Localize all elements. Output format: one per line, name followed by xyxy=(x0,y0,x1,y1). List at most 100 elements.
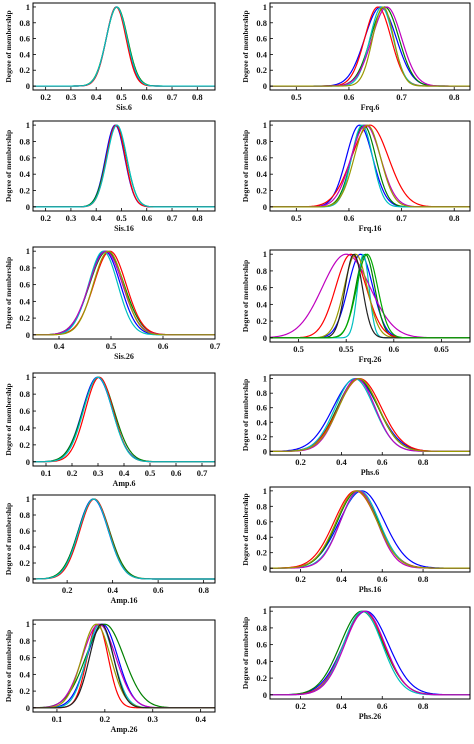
membership-curve-4 xyxy=(33,124,215,208)
plot-frame xyxy=(269,249,471,343)
membership-curve-5 xyxy=(33,250,215,336)
panel-sis-26: 0.4 0.5 0.6 0.7 0 0.2 0.4 0.6 0.8 1 Sis.26 Degree o… xyxy=(4,246,221,361)
y-tick-label: 0 xyxy=(26,202,30,212)
curves xyxy=(33,250,215,336)
membership-curve-1 xyxy=(33,6,215,87)
x-tick-label: 0.55 xyxy=(339,344,354,354)
plot-frame xyxy=(269,120,471,212)
plot-frame xyxy=(269,374,471,456)
curves xyxy=(270,378,470,452)
curves xyxy=(33,623,215,709)
membership-curve-4 xyxy=(33,6,215,87)
x-tick-label: 0.4 xyxy=(91,92,102,102)
y-tick-label: 0.2 xyxy=(256,65,267,75)
y-axis-title: Degree of membership xyxy=(4,503,13,575)
membership-curve-5 xyxy=(270,610,470,696)
y-tick-label: 0 xyxy=(26,330,30,340)
x-tick-label: 0.6 xyxy=(377,457,388,467)
y-axis-title: Degree of membership xyxy=(4,10,13,82)
y-axis-title: Degree of membership xyxy=(4,130,13,202)
membership-curve-7 xyxy=(33,623,215,709)
plot-frame xyxy=(32,120,216,212)
membership-curve-6 xyxy=(270,490,470,569)
membership-curve-6 xyxy=(33,250,215,336)
membership-curve-8 xyxy=(270,253,470,339)
x-axis-title: Amp.26 xyxy=(111,725,138,734)
curves xyxy=(33,6,215,87)
x-tick-label: 0.1 xyxy=(41,468,52,478)
x-axis-title: Frq.16 xyxy=(359,224,382,233)
y-tick-label: 0.8 xyxy=(256,501,267,511)
x-tick-label: 0.5 xyxy=(291,213,302,223)
y-tick-label: 0 xyxy=(26,574,30,584)
x-axis-title: Sis.26 xyxy=(114,352,134,361)
membership-curve-3 xyxy=(33,124,215,208)
x-tick-label: 0.6 xyxy=(377,574,388,584)
x-tick-label: 0.5 xyxy=(291,92,302,102)
y-tick-label: 0.4 xyxy=(256,532,267,542)
y-tick-label: 0.4 xyxy=(19,296,30,306)
y-tick-label: 1 xyxy=(26,2,30,12)
curves xyxy=(270,253,470,339)
x-tick-label: 0.2 xyxy=(67,468,78,478)
y-tick-label: 0.4 xyxy=(19,542,30,552)
y-tick-label: 0.4 xyxy=(19,169,30,179)
y-tick-label: 0.4 xyxy=(19,49,30,59)
panel-frq-16: 0.5 0.6 0.7 0.8 0 0.2 0.4 0.6 0.8 1 Frq.16 Degree o… xyxy=(241,120,471,233)
x-tick-label: 0.7 xyxy=(396,213,407,223)
membership-curve-2 xyxy=(270,610,470,696)
x-tick-label: 0.4 xyxy=(107,585,118,595)
panel-phs-6: 0.2 0.4 0.6 0.8 0 0.2 0.4 0.6 0.8 1 Phs.6 Degree of… xyxy=(241,374,471,477)
y-tick-label: 0.2 xyxy=(256,673,267,683)
y-tick-label: 0 xyxy=(263,202,267,212)
y-tick-label: 0.2 xyxy=(19,186,30,196)
y-tick-label: 0.2 xyxy=(256,548,267,558)
y-axis-title: Degree of membership xyxy=(241,260,250,332)
y-tick-label: 0 xyxy=(263,81,267,91)
x-tick-label: 0.8 xyxy=(198,585,209,595)
x-tick-label: 0.8 xyxy=(192,92,203,102)
y-tick-label: 0.8 xyxy=(19,389,30,399)
y-tick-label: 1 xyxy=(263,2,267,12)
y-tick-label: 1 xyxy=(26,619,30,629)
y-tick-label: 0.2 xyxy=(256,316,267,326)
x-tick-label: 0.3 xyxy=(66,92,77,102)
y-tick-label: 0 xyxy=(263,563,267,573)
panel-amp-26: 0.1 0.2 0.3 0.4 0 0.2 0.4 0.6 0.8 1 Amp.26 Degree o… xyxy=(4,619,216,734)
y-tick-label: 0.2 xyxy=(19,313,30,323)
x-axis-title: Sis.16 xyxy=(114,224,134,233)
y-tick-label: 0.8 xyxy=(19,263,30,273)
x-tick-label: 0.8 xyxy=(192,213,203,223)
y-tick-label: 0.8 xyxy=(256,266,267,276)
x-tick-label: 0.1 xyxy=(52,714,63,724)
y-tick-label: 0.6 xyxy=(256,517,267,527)
x-tick-label: 0.5 xyxy=(145,468,156,478)
y-tick-label: 1 xyxy=(263,249,267,259)
x-tick-label: 0.2 xyxy=(62,585,73,595)
x-tick-label: 0.4 xyxy=(91,213,102,223)
x-tick-label: 0.7 xyxy=(197,468,208,478)
y-tick-label: 0.8 xyxy=(256,388,267,398)
membership-curve-6 xyxy=(33,623,215,709)
x-axis-title: Frq.6 xyxy=(361,103,380,112)
y-tick-label: 0.2 xyxy=(256,432,267,442)
x-axis-title: Amp.16 xyxy=(111,596,138,605)
y-tick-label: 0.6 xyxy=(19,406,30,416)
y-tick-label: 0.8 xyxy=(256,623,267,633)
panel-frq-6: 0.5 0.6 0.7 0.8 0 0.2 0.4 0.6 0.8 1 Frq.6 Degree of… xyxy=(241,2,471,112)
x-tick-label: 0.6 xyxy=(388,344,399,354)
plot-frame xyxy=(32,494,216,584)
y-tick-label: 0 xyxy=(26,703,30,713)
y-tick-label: 0.2 xyxy=(19,65,30,75)
membership-curve-3 xyxy=(33,250,215,336)
x-tick-label: 0.7 xyxy=(167,213,178,223)
x-tick-label: 0.6 xyxy=(141,213,152,223)
membership-curve-1 xyxy=(270,610,470,696)
x-axis-title: Sis.6 xyxy=(116,103,132,112)
plot-frame xyxy=(269,2,471,91)
y-tick-label: 0.8 xyxy=(19,18,30,28)
x-tick-label: 0.6 xyxy=(344,213,355,223)
x-tick-label: 0.8 xyxy=(418,701,429,711)
y-tick-label: 0.6 xyxy=(19,280,30,290)
